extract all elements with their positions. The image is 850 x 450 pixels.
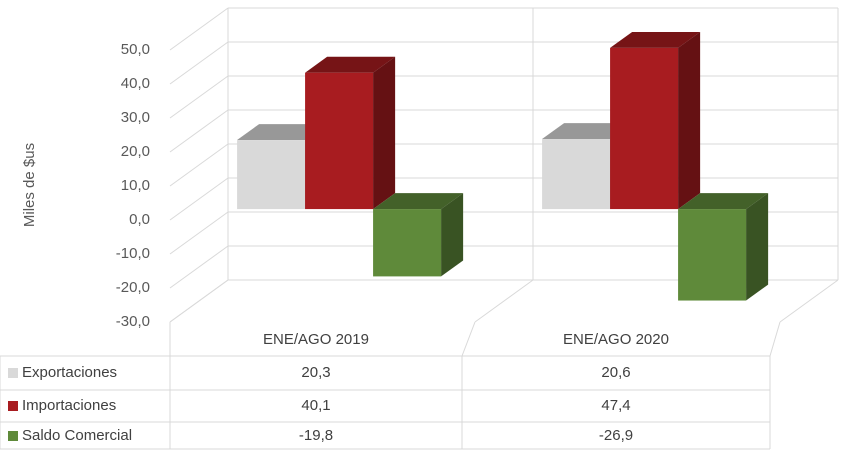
bar-front [542,139,611,210]
y-tick-label: 20,0 [121,143,150,160]
table-value: 40,1 [301,397,330,414]
bar [373,193,464,277]
bar-front [237,140,306,210]
legend-key [8,368,18,378]
floor-connector [461,321,476,357]
y-tick-label: -20,0 [116,279,150,296]
x-tick-label: ENE/AGO 2019 [263,331,369,348]
legend-label: Saldo Comercial [22,427,132,444]
table-value: 20,6 [601,364,630,381]
y-tick-label: -10,0 [116,245,150,262]
grid-diagonal [169,75,229,119]
y-tick-label: 50,0 [121,41,150,58]
grid-diagonal [169,143,229,187]
y-tick-label: 0,0 [129,211,150,228]
legend-label: Exportaciones [22,364,117,381]
bar [610,31,701,210]
bar-top [373,193,464,210]
legend-key [8,431,18,441]
y-tick-label: 30,0 [121,109,150,126]
bar [305,56,396,210]
y-tick-label: -30,0 [116,313,150,330]
legend-label: Importaciones [22,397,116,414]
bar-front [678,209,747,301]
bar-side [373,56,396,210]
bar-top [678,193,769,210]
bar-side [441,193,464,277]
grid-diagonal [169,177,229,221]
y-tick-label: 40,0 [121,75,150,92]
bar-side [678,31,701,210]
bar-top [610,31,701,48]
grid-diagonal [169,7,229,51]
grid-diagonal [169,211,229,255]
bar-side [746,193,769,301]
floor-edge [779,279,839,323]
grid-diagonal [169,41,229,85]
bar-top [305,56,396,73]
legend-key [8,401,18,411]
grid-diagonal [169,279,229,323]
floor-edge [474,279,534,323]
floor-connector [769,321,781,357]
grid-diagonal [169,109,229,153]
grid-diagonal [169,245,229,289]
table-value: -19,8 [299,427,333,444]
bar-front [610,47,679,210]
x-tick-label: ENE/AGO 2020 [563,331,669,348]
bar-top [542,123,633,140]
table-value: -26,9 [599,427,633,444]
bar-top [237,124,328,141]
bar [678,193,769,301]
table-value: 20,3 [301,364,330,381]
y-tick-label: 10,0 [121,177,150,194]
y-axis-title: Miles de $us [21,143,38,227]
bar-front [305,72,374,210]
bar-front [373,209,442,277]
table-value: 47,4 [601,397,630,414]
